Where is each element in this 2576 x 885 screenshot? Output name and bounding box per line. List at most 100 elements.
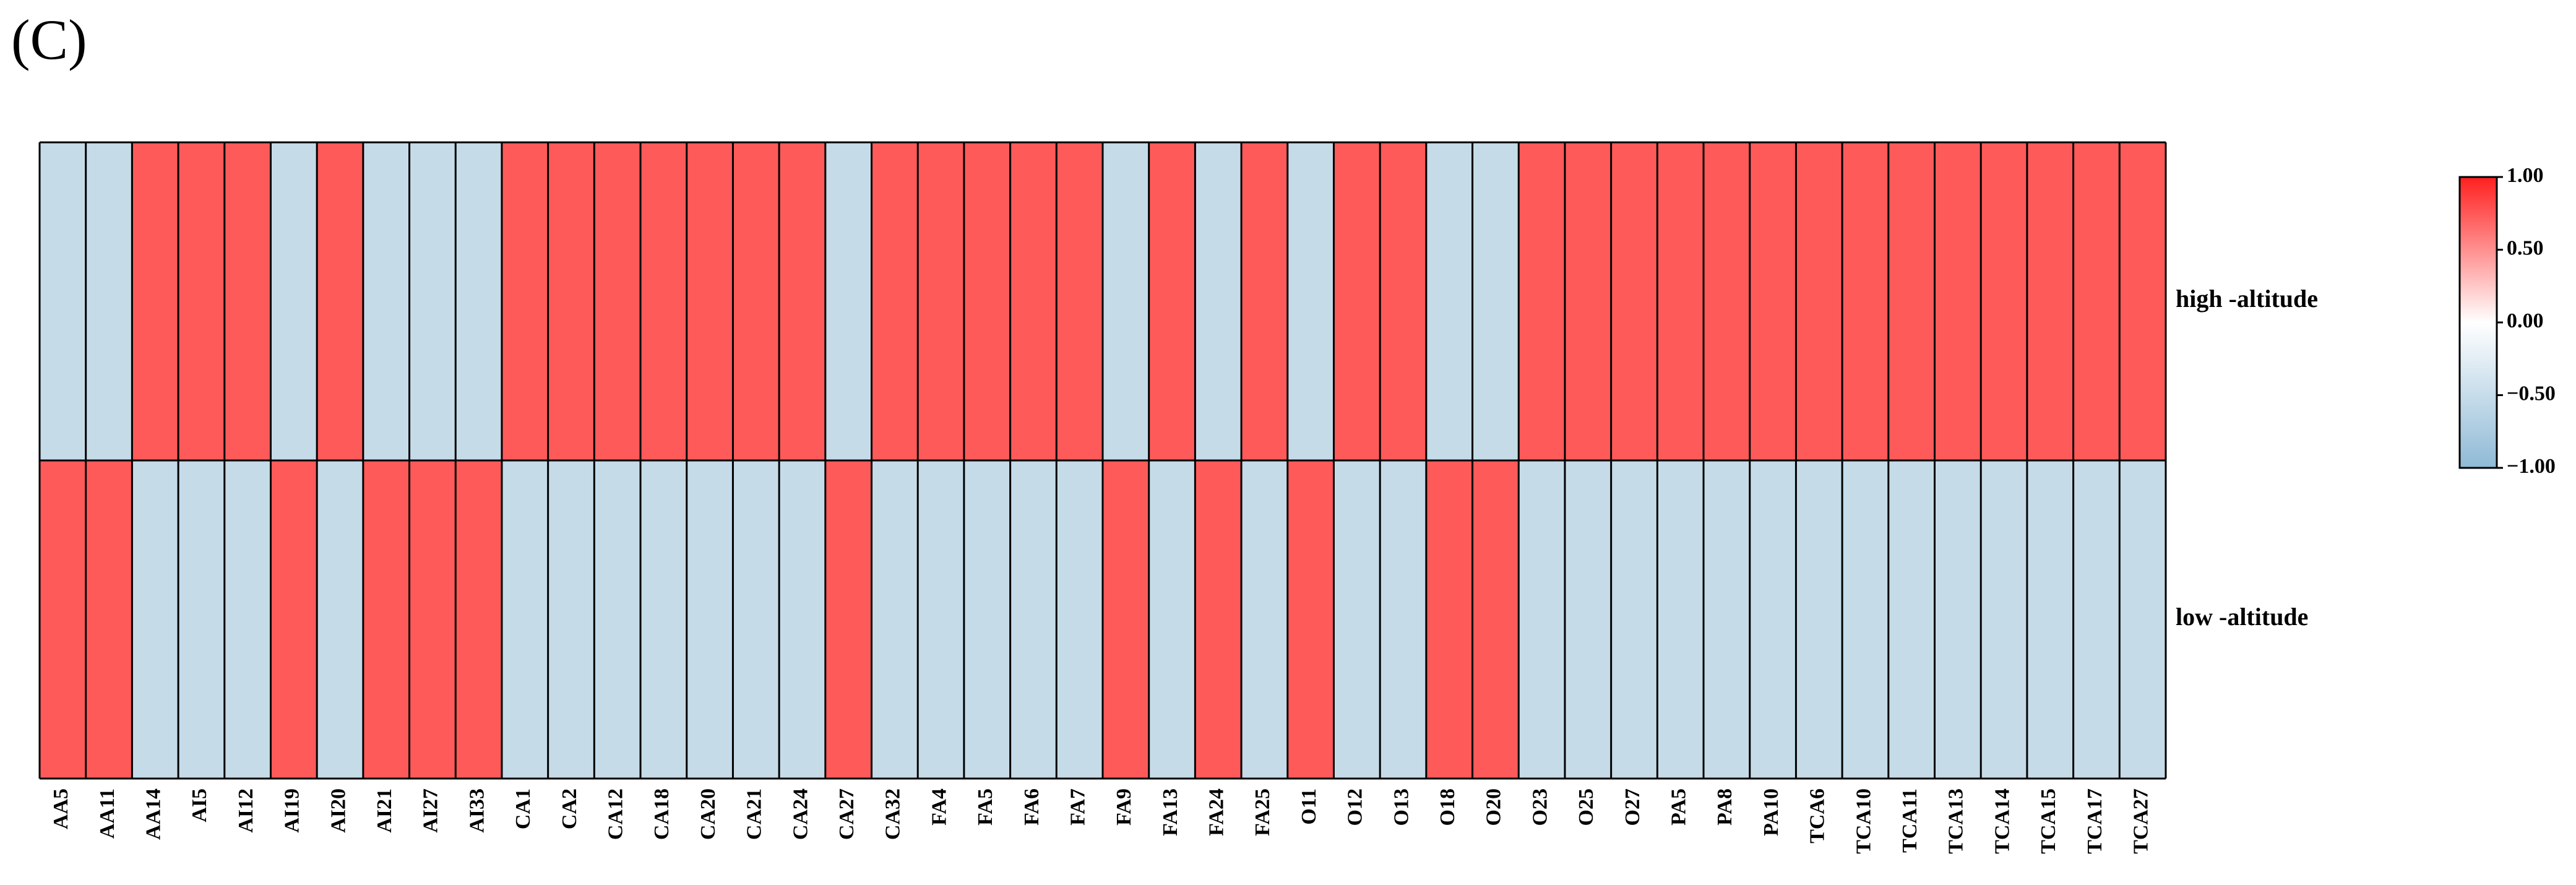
heatmap-cell [686,460,733,779]
column-label: CA2 [558,788,581,829]
column-label: AI21 [373,788,396,833]
heatmap-cell [1796,460,1843,779]
heatmap-cell [1888,460,1935,779]
column-label: O27 [1621,788,1644,826]
heatmap-cell [270,142,317,460]
heatmap-cell [2073,142,2120,460]
heatmap-cell [1749,142,1796,460]
column-label: CA1 [512,788,535,829]
column-label: O13 [1390,788,1413,826]
column-label: AI20 [327,788,350,833]
column-label: O11 [1298,788,1320,825]
row-labels: high -altitude low -altitude [2176,285,2318,631]
column-label: AI27 [420,788,442,833]
heatmap-cell [1564,142,1611,460]
colorbar-tick-label: 0.00 [2507,309,2544,332]
column-label: CA27 [835,788,858,840]
column-label: PA5 [1667,788,1690,826]
heatmap-cell [1056,460,1103,779]
heatmap-cell [178,142,225,460]
heatmap-cell [686,142,733,460]
heatmap-cell [1981,142,2027,460]
panel-label: (C) [11,8,87,71]
column-label: FA5 [974,788,997,826]
column-label: AI33 [465,788,488,833]
heatmap-cell [455,460,502,779]
column-label: AI19 [281,788,304,833]
heatmap-cell [1287,142,1334,460]
column-label: FA25 [1251,788,1274,836]
colorbar-tick-label: −0.50 [2507,382,2556,405]
column-label: AA11 [96,788,119,839]
heatmap-cell [224,460,271,779]
heatmap-cell [409,142,456,460]
heatmap-cell [1472,142,1519,460]
heatmap-cell [1241,460,1288,779]
heatmap-cell [85,142,132,460]
column-label: CA21 [743,788,766,840]
heatmap-cell [1103,142,1149,460]
heatmap-cell [548,142,595,460]
heatmap-cell [1842,142,1889,460]
heatmap-cell [2073,460,2120,779]
colorbar-tick-label: −1.00 [2507,455,2556,478]
column-label: FA9 [1113,788,1135,826]
heatmap-cell [132,142,179,460]
column-label: TCA11 [1898,788,1921,853]
heatmap-cell [548,460,595,779]
column-label: AI12 [235,788,257,833]
heatmap-cell [2119,460,2166,779]
colorbar-tick-label: 1.00 [2507,164,2544,187]
column-label: AA14 [142,788,165,840]
heatmap-cell [1934,142,1981,460]
column-label: AI5 [188,788,211,822]
heatmap-cell [2027,142,2074,460]
heatmap-cell [1426,142,1473,460]
heatmap-cell [963,460,1010,779]
heatmap-cell [594,460,641,779]
column-label: AA5 [50,788,72,829]
heatmap-cell [1287,460,1334,779]
heatmap-cell [409,460,456,779]
heatmap-cell [40,142,86,460]
column-label: CA18 [650,788,673,840]
heatmap-cell [1195,142,1242,460]
heatmap-cell [1333,460,1381,779]
heatmap-cell [270,460,317,779]
heatmap-cell [2027,460,2074,779]
heatmap-cell [733,460,780,779]
heatmap-cell [1380,142,1426,460]
column-label: O20 [1483,788,1506,826]
heatmap-cell [1472,460,1519,779]
heatmap-cell [1380,460,1426,779]
heatmap-cell [132,460,179,779]
heatmap-cell [825,142,872,460]
heatmap-cell [825,460,872,779]
heatmap-cell [363,460,410,779]
heatmap-cell [594,142,641,460]
column-label: TCA13 [1945,788,1968,854]
heatmap-cell [1518,460,1565,779]
heatmap-cell [1704,142,1750,460]
heatmap-cell [1333,142,1381,460]
column-labels: AA5 AA11 AA14 AI5 AI12 AI19 AI20 AI21 AI27 AI33 CA… [50,788,2152,854]
column-label: TCA14 [1991,788,2014,854]
heatmap-cell [455,142,502,460]
heatmap-cell [733,142,780,460]
heatmap-cell [501,142,548,460]
heatmap-cell [85,460,132,779]
heatmap-cell [501,460,548,779]
column-label: TCA17 [2083,788,2106,854]
heatmap-cell [1010,460,1057,779]
heatmap-cell [1842,460,1889,779]
heatmap-cell [1148,142,1195,460]
column-label: FA4 [928,788,950,826]
heatmap-cell [1010,142,1057,460]
colorbar-tick-label: 0.50 [2507,236,2544,259]
row-label: high -altitude [2176,285,2318,313]
column-label: O25 [1575,788,1598,826]
column-label: FA6 [1020,788,1043,826]
heatmap-cell [1796,142,1843,460]
heatmap-cell [1657,460,1704,779]
column-label: CA12 [604,788,627,840]
